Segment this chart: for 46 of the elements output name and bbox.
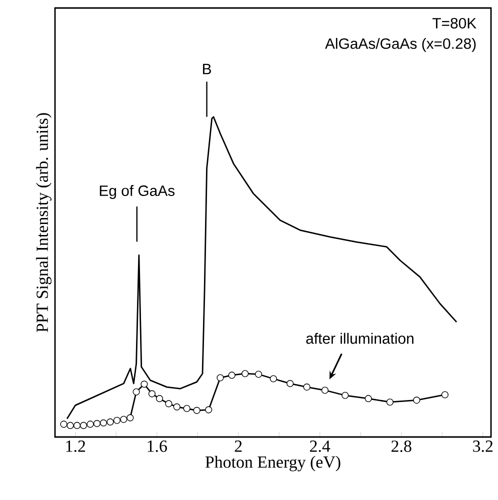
point [321,386,328,394]
point [242,370,249,378]
x-tick-label: 2 [234,440,242,452]
point [193,406,200,414]
point [303,384,310,391]
point [140,380,148,388]
x-tick-label: 1.6 [148,440,167,452]
point [413,396,420,404]
point [342,392,349,399]
point [183,404,190,412]
point [270,375,277,382]
point [364,395,372,402]
y-axis-title: PPT Signal Intensity (arb. units) [36,113,52,332]
x-axis-title: Photon Energy (eV) [205,456,340,472]
point [173,403,180,410]
point [148,390,156,398]
x-tick-label: 2.8 [392,440,412,452]
point [120,416,128,423]
point [216,374,224,382]
point [441,391,448,398]
point [113,416,120,424]
point [60,420,68,428]
point [100,419,108,426]
point [73,422,81,430]
text: AlGaAs/GaAs (x=0.28) [325,38,476,52]
text: T=80K [432,18,476,29]
point [86,420,94,428]
point [228,372,236,379]
point [156,395,164,402]
annotation: after illumination [306,332,414,344]
point [386,398,394,406]
point [286,380,294,388]
point [255,370,262,378]
annotation: Eg of GaAs [100,185,175,199]
x-tick-label: 2.4 [310,440,330,452]
point [106,418,114,426]
point [132,388,140,396]
x-tick-label: 3.2 [473,440,493,452]
point [80,422,88,430]
x-tick-label: 1.2 [66,440,86,452]
point [93,420,101,428]
point [205,406,212,414]
point [66,422,74,430]
point [165,400,172,408]
text: B [203,64,211,74]
point [126,414,134,422]
